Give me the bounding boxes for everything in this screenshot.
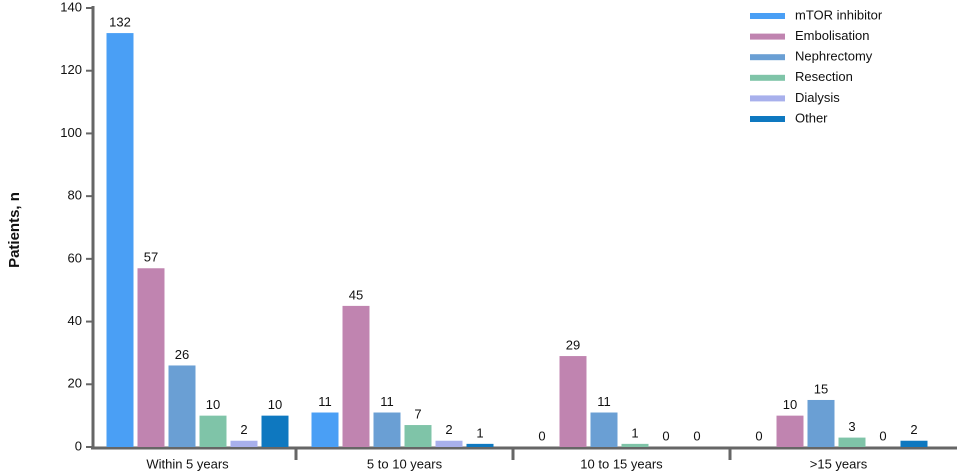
value-label: 45 (349, 287, 363, 302)
y-tick-label: 120 (60, 62, 82, 77)
y-axis-label: Patients, n (6, 192, 23, 268)
legend-label: Resection (795, 69, 853, 84)
legend-label: Other (795, 110, 828, 125)
bar (342, 305, 370, 447)
bar (621, 443, 649, 447)
value-label: 11 (380, 394, 394, 409)
legend-swatch (750, 95, 785, 102)
bar (435, 440, 463, 447)
legend-label: Nephrectomy (795, 49, 873, 64)
value-label: 7 (414, 406, 421, 421)
y-tick-label: 0 (75, 438, 82, 453)
bar (199, 415, 227, 447)
bar (807, 399, 835, 447)
legend-label: Embolisation (795, 28, 869, 43)
bar (838, 437, 866, 447)
bar (311, 412, 339, 447)
value-label: 26 (175, 347, 189, 362)
legend-swatch (750, 74, 785, 81)
value-label: 2 (910, 422, 917, 437)
value-label: 0 (662, 428, 669, 443)
value-label: 0 (879, 428, 886, 443)
value-label: 57 (144, 250, 158, 265)
y-tick-label: 40 (68, 313, 82, 328)
value-label: 2 (445, 422, 452, 437)
value-label: 1 (631, 425, 638, 440)
value-label: 10 (783, 397, 797, 412)
x-tick-label: 10 to 15 years (580, 456, 663, 471)
bar (900, 440, 928, 447)
value-label: 29 (566, 338, 580, 353)
value-label: 0 (538, 428, 545, 443)
value-label: 3 (848, 419, 855, 434)
bar (404, 425, 432, 447)
bar (373, 412, 401, 447)
value-label: 11 (318, 394, 332, 409)
bar (466, 443, 494, 447)
y-tick-label: 60 (68, 250, 82, 265)
y-tick-label: 100 (60, 125, 82, 140)
y-tick-label: 80 (68, 188, 82, 203)
y-tick-label: 140 (60, 0, 82, 14)
value-label: 10 (268, 397, 282, 412)
legend-label: Dialysis (795, 90, 840, 105)
x-tick-label: 5 to 10 years (367, 456, 443, 471)
value-label: 0 (755, 428, 762, 443)
legend-swatch (750, 116, 785, 122)
value-label: 132 (109, 15, 131, 30)
value-label: 2 (240, 422, 247, 437)
value-label: 15 (814, 381, 828, 396)
value-label: 11 (597, 394, 611, 409)
bar (261, 415, 289, 447)
x-tick-label: >15 years (810, 456, 868, 471)
y-tick-label: 20 (68, 376, 82, 391)
x-tick-label: Within 5 years (146, 456, 229, 471)
bar (137, 268, 165, 447)
legend-label: mTOR inhibitor (795, 7, 883, 22)
bar (590, 412, 618, 447)
legend-swatch (750, 33, 785, 40)
value-label: 0 (693, 428, 700, 443)
bar (559, 356, 587, 447)
bar (168, 365, 196, 447)
legend-swatch (750, 13, 785, 19)
value-label: 1 (476, 425, 483, 440)
value-label: 10 (206, 397, 220, 412)
bar (106, 33, 134, 447)
legend-swatch (750, 54, 785, 61)
bar (230, 440, 258, 447)
bar (776, 415, 804, 447)
